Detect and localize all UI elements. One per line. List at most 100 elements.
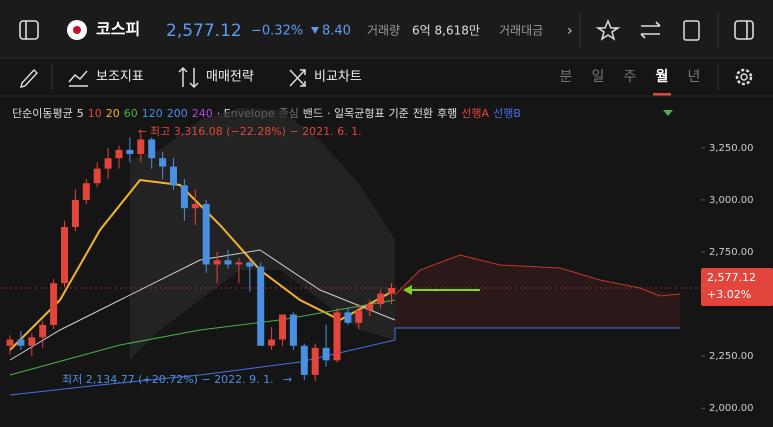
price-tag — [701, 267, 773, 306]
compare-button[interactable]: 비교차트 — [314, 70, 362, 85]
indicator-icon — [68, 70, 88, 87]
legend-item: 200 — [167, 107, 188, 120]
strategy-button[interactable]: 매매전략 — [206, 70, 254, 85]
legend-toggle[interactable] — [663, 110, 673, 116]
candle-body — [104, 158, 112, 169]
y-tick-label: 3,000.00 — [709, 195, 754, 206]
period-tab[interactable]: 분 — [560, 69, 573, 85]
candle-body — [17, 339, 25, 346]
more-arrow[interactable]: › — [567, 23, 573, 39]
candle-body — [366, 304, 374, 311]
settings-icon-center — [740, 73, 748, 81]
period-tab[interactable]: 주 — [624, 69, 637, 85]
leading-span-b — [9, 327, 680, 396]
index-price: 2,577.12 — [166, 21, 242, 41]
candle-body — [213, 260, 221, 265]
active-underline — [653, 93, 671, 96]
candle-body — [137, 139, 145, 155]
candle-body — [224, 260, 232, 265]
volume: 6억 8,618만 — [412, 24, 480, 38]
candle-body — [6, 339, 14, 346]
legend-item: 기준 — [389, 107, 409, 120]
panel-icon[interactable] — [734, 20, 754, 40]
period-tab[interactable]: 월 — [656, 68, 669, 85]
moving-average — [9, 249, 396, 361]
period-tab[interactable]: 일 — [592, 69, 605, 85]
candle-body — [180, 185, 188, 209]
volume-label: 거래량 — [367, 24, 400, 38]
candle-body — [279, 314, 286, 340]
envelope-band — [130, 108, 395, 360]
low-note: 최저 2,134.77 (+20.72%) − 2022. 9. 1. — [62, 373, 274, 386]
amount-label: 거래대금 — [499, 24, 543, 38]
candle-body — [202, 204, 210, 265]
candle-body — [39, 324, 47, 338]
candle-body — [333, 312, 341, 361]
candle-body — [170, 166, 177, 186]
candle-body — [82, 183, 90, 200]
sidebar-icon[interactable] — [19, 20, 39, 40]
indicators-button[interactable]: 보조지표 — [96, 70, 144, 85]
candle-body — [355, 310, 363, 323]
low-arrow: → — [283, 373, 292, 386]
candle-body — [344, 312, 352, 323]
pointer-arrow-head — [403, 285, 412, 295]
index-name: 코스피 — [96, 20, 140, 39]
candle-body — [115, 149, 123, 159]
change: 8.40 — [322, 24, 351, 39]
candle-body — [159, 158, 167, 167]
flag-center — [73, 26, 81, 34]
candle-body — [322, 347, 330, 361]
y-tick-label: 2,250.00 — [709, 351, 754, 362]
header-bar — [0, 0, 773, 58]
candle-body — [126, 149, 134, 155]
candle-body — [268, 339, 276, 346]
moving-average — [9, 299, 396, 376]
candle-body — [93, 168, 101, 184]
candle-body — [50, 283, 58, 325]
candle-body — [377, 293, 385, 305]
legend-item: 전환 — [413, 107, 433, 120]
candle-body — [191, 204, 199, 209]
leading-span-a — [394, 254, 681, 297]
legend-item: 밴드 — [303, 107, 323, 120]
candle-body — [246, 262, 254, 267]
legend-item: 선행A — [461, 107, 489, 120]
candle-body — [148, 139, 156, 159]
clipboard-icon[interactable] — [683, 20, 700, 41]
price-tag-change: +3.02% — [707, 288, 751, 301]
star-icon[interactable] — [595, 19, 621, 41]
candle-body — [28, 337, 36, 346]
ichimoku-cloud — [395, 255, 680, 328]
y-tick-label: 2,000.00 — [709, 403, 754, 414]
settings-icon[interactable] — [735, 68, 753, 86]
candle-body — [257, 266, 265, 346]
high-note: 최고 3,316.08 (−22.28%) − 2021. 6. 1. — [150, 125, 362, 138]
price-tag-value: 2,577.12 — [707, 271, 756, 284]
draw-icon[interactable] — [20, 68, 38, 88]
legend-item: 240 — [192, 107, 213, 120]
y-tick-label: 2,750.00 — [709, 247, 754, 258]
legend-item: 20 — [106, 107, 120, 120]
legend-item: 60 — [124, 107, 138, 120]
candle-body — [61, 226, 68, 284]
candle-body — [311, 347, 319, 375]
period-tab[interactable]: 년 — [688, 69, 701, 85]
y-tick-label: 3,250.00 — [709, 143, 754, 154]
legend-item: 5 — [77, 107, 84, 120]
strategy-icon — [178, 66, 199, 89]
legend-item: 단순이동평균 — [12, 107, 73, 120]
legend-item: 120 — [142, 107, 163, 120]
candle-body — [300, 345, 308, 375]
swap-icon[interactable] — [640, 21, 661, 39]
legend-item: 후행 — [437, 107, 457, 120]
candle-body — [235, 262, 243, 265]
change-pct: −0.32% — [251, 24, 303, 39]
candle-body — [289, 314, 297, 346]
legend-item: · 일목균형표 — [327, 106, 385, 120]
high-arrow: ← — [138, 125, 147, 138]
compare-icon — [289, 69, 306, 87]
candle-body — [71, 199, 79, 227]
